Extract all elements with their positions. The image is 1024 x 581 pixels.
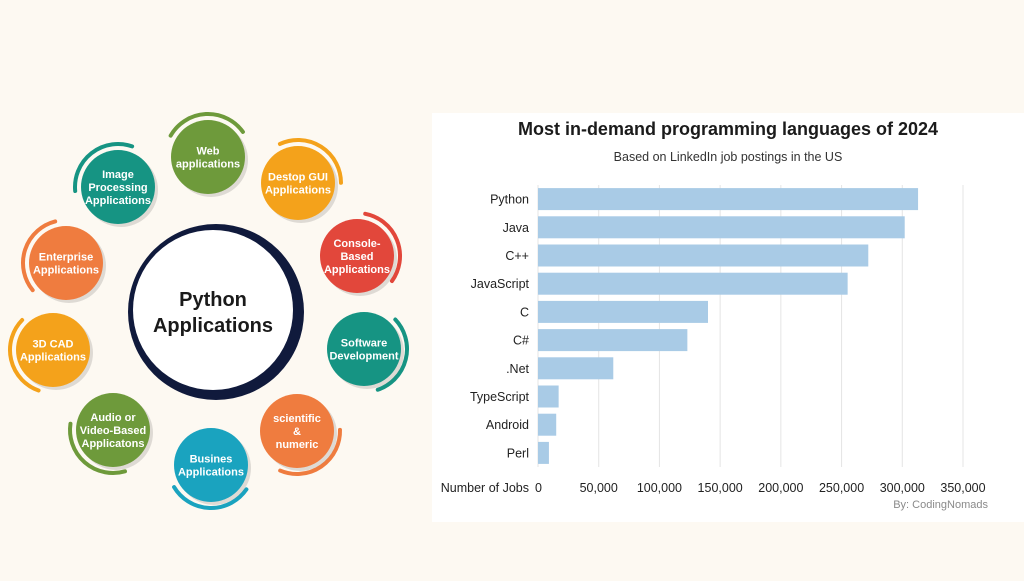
bar-c (538, 300, 708, 323)
x-tick-label: 300,000 (880, 481, 925, 495)
app-node-swoosh (73, 142, 135, 194)
category-label: JavaScript (471, 277, 530, 291)
app-node-label: & (293, 426, 301, 438)
category-label: C# (513, 334, 529, 348)
category-label: Python (490, 193, 529, 207)
bar-android (538, 413, 557, 436)
app-node-circle (76, 393, 150, 467)
x-tick-label: 150,000 (698, 481, 743, 495)
bar-python (538, 188, 919, 211)
x-tick-label: 250,000 (819, 481, 864, 495)
app-node-label: 3D CAD (33, 339, 74, 351)
app-node-circle (81, 150, 155, 224)
app-node-label: Image (102, 169, 134, 181)
app-node-label: Destop GUI (268, 172, 328, 184)
app-node-label: scientific (273, 413, 321, 425)
bar-typescript (538, 385, 559, 408)
bar-java (538, 216, 905, 239)
app-node-swoosh (8, 318, 41, 393)
app-node-5: scientific&numeric (260, 394, 342, 476)
app-node-label: Applications (85, 195, 151, 207)
bar-chart: Most in-demand programming languages of … (441, 119, 989, 511)
app-node-swoosh (172, 485, 249, 510)
x-tick-label: 350,000 (940, 481, 985, 495)
app-node-circle (327, 312, 401, 386)
bar--net (538, 357, 614, 380)
app-node-swoosh (375, 317, 409, 392)
app-node-label: Applications (265, 185, 331, 197)
app-node-label: Video-Based (80, 425, 146, 437)
app-node-label: Busines (190, 454, 233, 466)
app-node-swoosh (168, 112, 245, 138)
app-node-circle (171, 120, 245, 194)
app-node-label: Applications (33, 265, 99, 277)
app-node-label: Applications (178, 467, 244, 479)
app-node-label: Enterprise (39, 252, 93, 264)
app-node-circle (260, 394, 334, 468)
app-node-label: applications (176, 159, 240, 171)
x-tick-label: 0 (535, 481, 542, 495)
x-tick-label: 200,000 (758, 481, 803, 495)
diagram-canvas: PythonApplicationsWebapplicationsDestop … (8, 112, 409, 510)
category-label: Android (486, 418, 529, 432)
app-node-swoosh (363, 211, 402, 284)
app-node-swoosh (68, 421, 127, 475)
app-node-label: Applications (324, 264, 390, 276)
app-node-label: Processing (88, 182, 147, 194)
x-axis-label: Number of Jobs (441, 481, 529, 495)
category-label: TypeScript (470, 390, 530, 404)
app-node-label: Development (329, 351, 398, 363)
chart-title: Most in-demand programming languages of … (518, 119, 938, 139)
category-label: .Net (506, 362, 529, 376)
app-node-circle (16, 313, 90, 387)
category-label: C++ (505, 249, 529, 263)
app-node-label: Based (340, 251, 373, 263)
bar-c- (538, 329, 688, 352)
center-title-line-1: Python (179, 289, 247, 311)
app-node-circle (320, 219, 394, 293)
app-node-swoosh (21, 219, 58, 293)
x-tick-label: 50,000 (580, 481, 618, 495)
app-node-label: Web (196, 146, 219, 158)
bar-javascript (538, 272, 848, 295)
center-title-line-2: Applications (153, 315, 273, 337)
app-node-label: Applicatons (82, 438, 145, 450)
python-applications-diagram: Python Applications Web applications Destop … (0, 0, 430, 576)
chart-subtitle: Based on LinkedIn job postings in the US (614, 150, 843, 164)
bar-perl (538, 441, 549, 464)
app-node-label: Applications (20, 352, 86, 364)
bar-c- (538, 244, 869, 267)
app-node-circle (29, 226, 103, 300)
category-label: Java (503, 221, 529, 235)
app-node-swoosh (277, 138, 343, 185)
x-tick-label: 100,000 (637, 481, 682, 495)
app-node-label: Software (341, 338, 387, 350)
app-node-circle (174, 428, 248, 502)
center-circle (133, 230, 293, 390)
credit-text: By: CodingNomads (893, 499, 988, 511)
category-label: C (520, 305, 529, 319)
app-node-label: Audio or (90, 412, 136, 424)
chart-panel: Most in-demand programming languages of … (432, 113, 1024, 522)
app-node-label: Console- (333, 238, 380, 250)
category-label: Perl (507, 446, 529, 460)
app-node-label: numeric (276, 439, 319, 451)
app-node-circle (261, 146, 335, 220)
app-node-swoosh (278, 427, 342, 476)
